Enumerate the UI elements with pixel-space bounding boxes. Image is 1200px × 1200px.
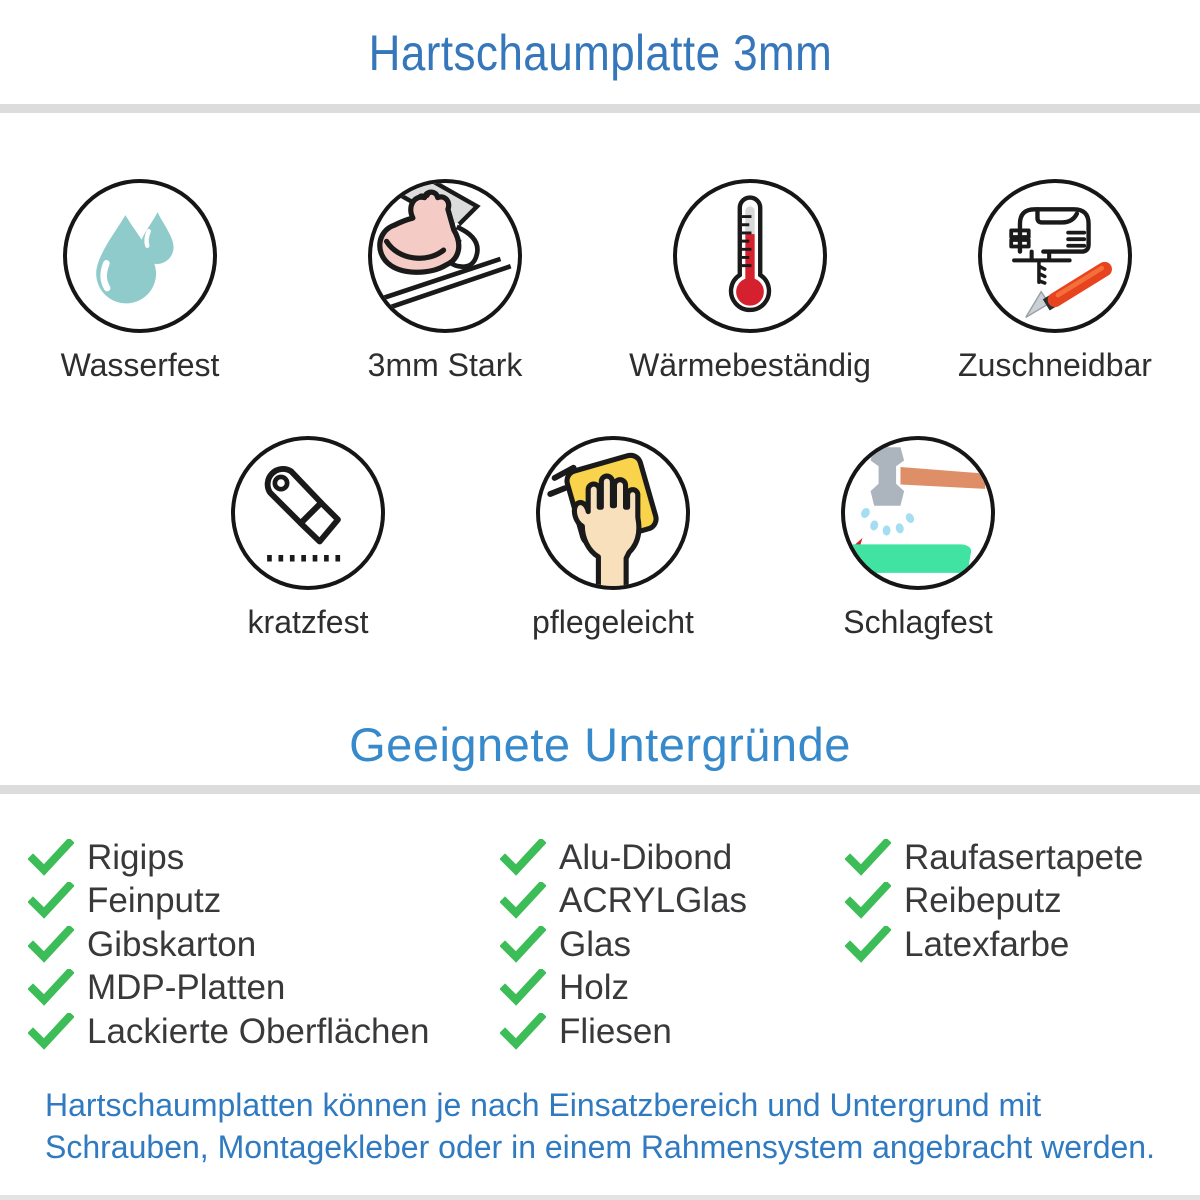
feature-label: Schlagfest [843,604,993,640]
header: Hartschaumplatte 3mm [0,0,1200,96]
thermometer-icon [728,195,772,313]
feature-circle [368,179,522,333]
list-item: ACRYLGlas [500,880,845,924]
list-item: Rigips [28,836,500,880]
list-item: MDP-Platten [28,967,500,1011]
water-drops-icon [96,212,174,304]
list-item-label: Feinputz [87,881,222,921]
feature-kratzfest: kratzfest [190,436,426,641]
list-item-label: Holz [559,968,630,1008]
list-item: Gibskarton [28,923,500,967]
checkmark-icon [845,882,891,920]
hammer-impact-icon [847,447,986,573]
list-item-label: Rigips [87,837,185,877]
list-item-label: ACRYLGlas [559,881,748,921]
feature-label: Zuschneidbar [958,347,1152,383]
feature-waermebestaendig: Wärmebeständig [629,179,871,384]
checkmark-icon [500,838,546,876]
surfaces-column-3: Raufasertapete Reibeputz Latexfarbe [845,836,1195,1054]
feature-circle [673,179,827,333]
checkmark-icon [28,882,74,920]
list-item: Feinputz [28,880,500,924]
checkmark-icon [28,969,74,1007]
feature-pflegeleicht: pflegeleicht [495,436,731,641]
list-item: Reibeputz [845,880,1195,924]
list-item: Fliesen [500,1010,845,1054]
feature-label: pflegeleicht [532,604,694,640]
feature-row-1: Wasserfest 3mm Stark [0,179,1200,384]
feature-wasserfest: Wasserfest [22,179,258,384]
feature-label: 3mm Stark [367,347,523,383]
surfaces-column-2: Alu-Dibond ACRYLGlas Glas Holz Fliesen [500,836,845,1054]
footer-line-1: Hartschaumplatten können je nach Einsatz… [45,1086,1042,1123]
checkmark-icon [500,969,546,1007]
list-item: Latexfarbe [845,923,1195,967]
checkmark-icon [28,925,74,963]
divider-top [0,104,1200,113]
feature-circle [978,179,1132,333]
list-item-label: Latexfarbe [904,924,1070,964]
feature-3mm-stark: 3mm Stark [327,179,563,384]
divider-middle [0,785,1200,794]
list-item-label: Reibeputz [904,881,1062,921]
flexed-arm-roll-icon [377,183,512,314]
footer-note: Hartschaumplatten können je nach Einsatz… [45,1084,1200,1168]
list-item-label: Alu-Dibond [559,837,733,877]
checkmark-icon [28,838,74,876]
feature-circle [231,436,385,590]
list-item: Holz [500,967,845,1011]
surfaces-heading: Geeignete Untergründe [349,718,851,771]
list-item: Glas [500,923,845,967]
jigsaw-cutter-icon [1009,207,1112,318]
cleaning-hand-icon [547,452,659,586]
footer-line-2: Schrauben, Montagekleber oder in einem R… [45,1128,1155,1165]
surfaces-checklist: Rigips Feinputz Gibskarton MDP-Platten L… [0,836,1200,1054]
feature-circle [536,436,690,590]
checkmark-icon [845,925,891,963]
list-item-label: Lackierte Oberflächen [87,1011,430,1051]
feature-label: Wasserfest [60,347,220,383]
feature-label: Wärmebeständig [629,347,871,383]
checkmark-icon [28,1012,74,1050]
checkmark-icon [500,1012,546,1050]
feature-label: kratzfest [247,604,369,640]
page-title: Hartschaumplatte 3mm [368,25,832,81]
list-item: Lackierte Oberflächen [28,1010,500,1054]
checkmark-icon [845,838,891,876]
checkmark-icon [500,882,546,920]
surfaces-section-header: Geeignete Untergründe [0,717,1200,779]
divider-bottom [0,1195,1200,1200]
surfaces-column-1: Rigips Feinputz Gibskarton MDP-Platten L… [28,836,500,1054]
list-item-label: MDP-Platten [87,968,286,1008]
feature-circle [841,436,995,590]
list-item: Alu-Dibond [500,836,845,880]
list-item-label: Fliesen [559,1011,672,1051]
list-item-label: Gibskarton [87,924,257,964]
feature-row-2: kratzfest pflegeleicht [26,436,1200,641]
checkmark-icon [500,925,546,963]
feature-schlagfest: Schlagfest [800,436,1036,641]
utility-knife-icon [264,466,342,562]
feature-circle [63,179,217,333]
list-item-label: Glas [559,924,631,964]
list-item-label: Raufasertapete [904,837,1144,877]
feature-zuschneidbar: Zuschneidbar [937,179,1173,384]
list-item: Raufasertapete [845,836,1195,880]
